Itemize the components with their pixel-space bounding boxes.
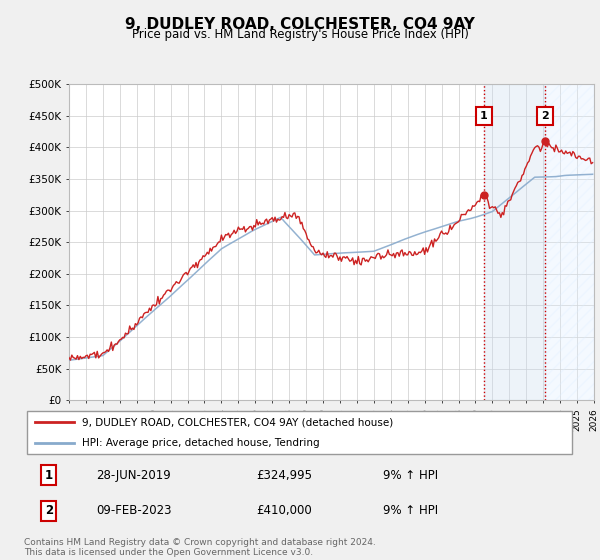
FancyBboxPatch shape — [27, 411, 572, 454]
Text: £410,000: £410,000 — [256, 504, 311, 517]
Text: 09-FEB-2023: 09-FEB-2023 — [96, 504, 171, 517]
Text: 2: 2 — [45, 504, 53, 517]
Text: 28-JUN-2019: 28-JUN-2019 — [96, 469, 170, 482]
Text: 9% ↑ HPI: 9% ↑ HPI — [383, 504, 438, 517]
Text: Price paid vs. HM Land Registry's House Price Index (HPI): Price paid vs. HM Land Registry's House … — [131, 28, 469, 41]
Text: 9, DUDLEY ROAD, COLCHESTER, CO4 9AY: 9, DUDLEY ROAD, COLCHESTER, CO4 9AY — [125, 17, 475, 32]
Text: HPI: Average price, detached house, Tendring: HPI: Average price, detached house, Tend… — [82, 438, 320, 448]
Text: Contains HM Land Registry data © Crown copyright and database right 2024.
This d: Contains HM Land Registry data © Crown c… — [24, 538, 376, 557]
Text: 9% ↑ HPI: 9% ↑ HPI — [383, 469, 438, 482]
Text: 9, DUDLEY ROAD, COLCHESTER, CO4 9AY (detached house): 9, DUDLEY ROAD, COLCHESTER, CO4 9AY (det… — [82, 417, 393, 427]
Text: 1: 1 — [45, 469, 53, 482]
Text: £324,995: £324,995 — [256, 469, 312, 482]
Bar — [545, 84, 594, 400]
Bar — [484, 84, 545, 400]
Text: 1: 1 — [480, 111, 488, 120]
Text: 2: 2 — [541, 111, 549, 120]
